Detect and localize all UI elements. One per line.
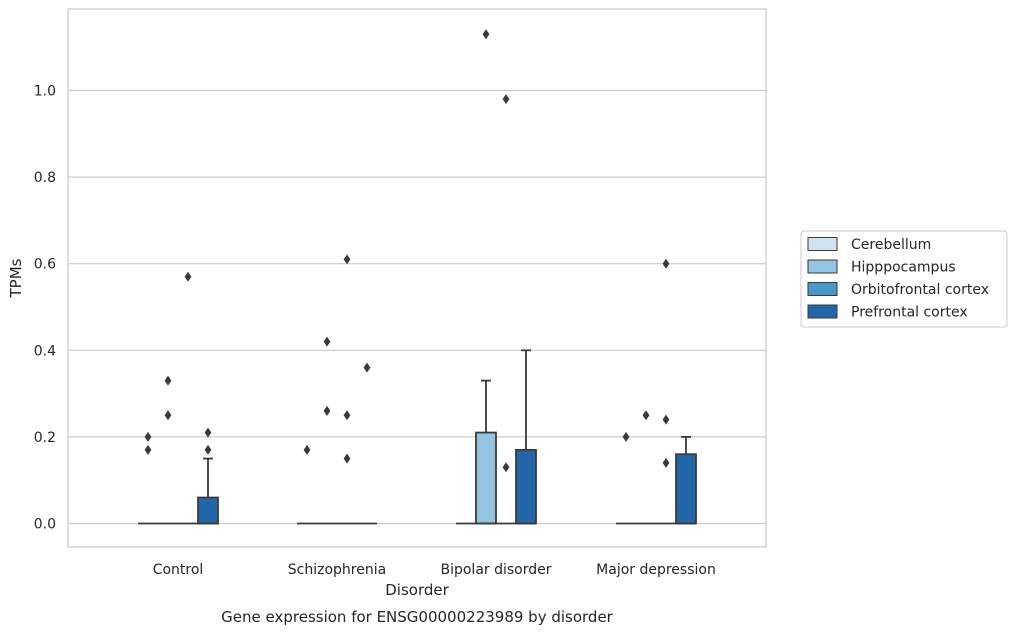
outlier-point — [343, 410, 351, 421]
box-body — [515, 448, 537, 525]
outlier-point — [343, 254, 351, 265]
legend-swatch — [807, 282, 838, 296]
outlier-point — [323, 405, 331, 416]
y-tick-label: 0.6 — [34, 257, 56, 273]
legend-swatch — [807, 259, 838, 274]
outlier-point — [343, 453, 351, 464]
legend-swatch — [807, 237, 838, 251]
outlier-point — [184, 271, 192, 282]
y-tick-label: 1.0 — [34, 84, 56, 100]
outlier-point — [204, 444, 212, 455]
y-axis-ticks: 0.0 0.2 0.4 0.6 0.8 1.0 — [34, 84, 56, 533]
box-body — [475, 431, 497, 525]
x-tick-label: Control — [153, 562, 204, 578]
box-prefrontal-cortex — [197, 457, 219, 525]
outlier-point — [144, 431, 152, 442]
box-body — [675, 453, 697, 525]
outlier-point — [303, 444, 311, 455]
outlier-point — [622, 431, 630, 442]
box-prefrontal-cortex — [675, 435, 697, 525]
legend-frame — [800, 230, 1008, 328]
outlier-point — [164, 375, 172, 386]
plot-frame — [67, 8, 767, 548]
x-tick-label: Major depression — [596, 562, 716, 578]
x-axis-label: Disorder — [385, 581, 449, 599]
outlier-point — [502, 462, 510, 473]
y-axis-label: TPMs — [7, 258, 25, 298]
legend-swatch — [807, 304, 838, 319]
legend-label: Hipppocampus — [851, 260, 956, 276]
outlier-point — [323, 336, 331, 347]
y-tick-label: 0.2 — [34, 430, 56, 446]
legend-label: Cerebellum — [851, 237, 931, 253]
outlier-point — [482, 29, 490, 40]
y-tick-label: 0.8 — [34, 170, 56, 186]
outliers — [144, 29, 670, 473]
legend: Cerebellum Hipppocampus Orbitofrontal cort… — [800, 230, 1008, 328]
x-tick-label: Schizophrenia — [288, 562, 386, 578]
y-tick-label: 0.0 — [34, 517, 56, 533]
outlier-point — [164, 410, 172, 421]
outlier-point — [662, 457, 670, 468]
legend-label: Orbitofrontal cortex — [851, 282, 989, 298]
boxes — [138, 349, 697, 525]
legend-label: Prefrontal cortex — [851, 305, 968, 321]
box-prefrontal-cortex — [515, 349, 537, 525]
outlier-point — [204, 427, 212, 438]
legend-items: Cerebellum Hipppocampus Orbitofrontal cort… — [807, 237, 989, 321]
x-axis-ticks: Control Schizophrenia Bipolar disorder Majo… — [153, 562, 716, 578]
y-tick-label: 0.4 — [34, 343, 56, 359]
chart-caption: Gene expression for ENSG00000223989 by d… — [221, 608, 614, 626]
box-hipppocampus — [475, 379, 497, 525]
outlier-point — [363, 362, 371, 373]
x-tick-label: Bipolar disorder — [440, 562, 551, 578]
gridlines — [68, 89, 766, 525]
box-body — [197, 496, 219, 525]
outlier-point — [662, 258, 670, 269]
outlier-point — [662, 414, 670, 425]
outlier-point — [144, 444, 152, 455]
outlier-point — [502, 94, 510, 105]
outlier-point — [642, 410, 650, 421]
